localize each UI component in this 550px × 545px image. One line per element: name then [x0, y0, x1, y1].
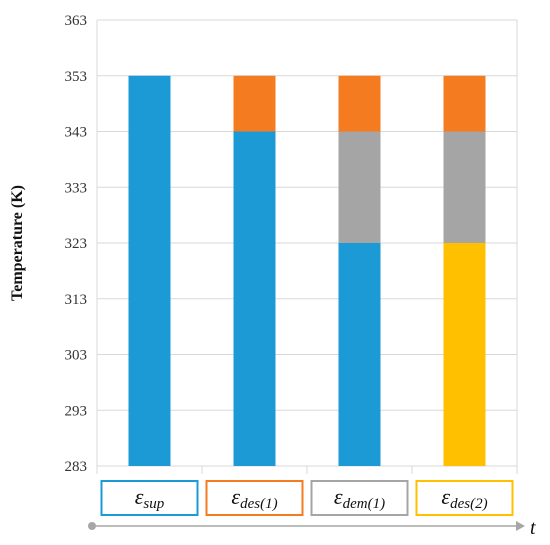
time-axis-label: t [530, 517, 536, 539]
y-tick-label: 333 [65, 180, 88, 196]
y-tick-label: 323 [65, 236, 88, 252]
category-label: εdem(1) [334, 484, 385, 512]
bar-segment [443, 75, 486, 132]
y-tick-label: 303 [65, 348, 88, 364]
category-box [415, 480, 514, 516]
bar-segment [443, 131, 486, 243]
category-box [205, 480, 304, 516]
category-label: εdes(2) [441, 484, 487, 512]
bar-segment [233, 131, 276, 466]
bar-segment [338, 75, 381, 132]
y-tick-label: 343 [65, 125, 88, 141]
category-box [100, 480, 199, 516]
y-tick-label: 283 [65, 459, 88, 475]
arrow-head-icon [516, 521, 525, 531]
y-tick-label: 293 [65, 403, 88, 419]
bar-segment [128, 75, 171, 466]
bar-segment [443, 243, 486, 466]
category-box [310, 480, 409, 516]
category-label: εsup [135, 484, 165, 512]
y-tick-label: 363 [65, 13, 88, 29]
category-label: εdes(1) [231, 484, 277, 512]
y-tick-label: 313 [65, 292, 88, 308]
bar-segment [233, 75, 276, 132]
y-tick-label: 353 [65, 69, 88, 85]
y-axis-label: Temperature (K) [9, 185, 26, 301]
bar-segment [338, 131, 381, 243]
bar-segment [338, 243, 381, 466]
